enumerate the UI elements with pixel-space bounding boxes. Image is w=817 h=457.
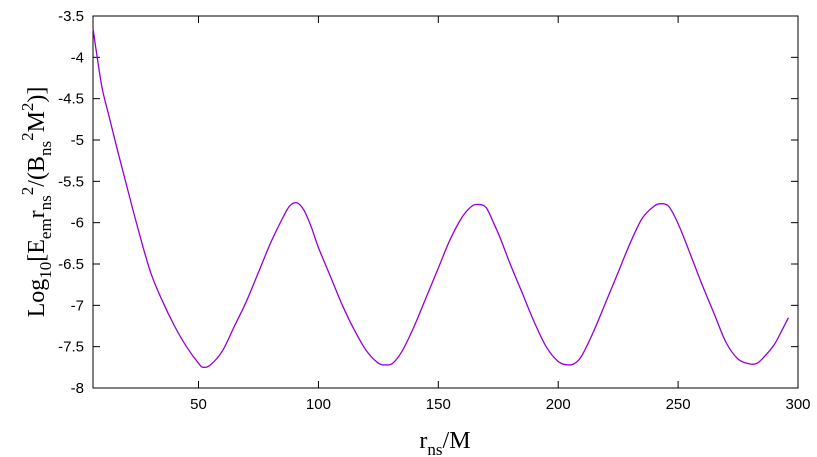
x-tick-label: 250 [666, 396, 691, 413]
plot-frame [92, 15, 799, 389]
tick-marks [93, 15, 799, 389]
series-line [92, 28, 789, 369]
y-tick-label: -6 [71, 215, 84, 232]
y-tick-label: -8 [71, 380, 84, 397]
tick-labels: 50 100 150 200 250 300 -8 -7.5 -7 -6.5 -6 -5.5 -5 -4.… [58, 8, 810, 413]
y-tick-label: -3.5 [58, 8, 84, 25]
y-axis-label: Log10[Eemrns2/(Bns2M2)] [18, 87, 55, 318]
x-tick-label: 100 [306, 396, 331, 413]
y-tick-label: -5.5 [58, 173, 84, 190]
x-axis-label: rns/M [419, 428, 470, 457]
x-tick-label: 150 [426, 396, 451, 413]
y-tick-label: -4.5 [58, 91, 84, 108]
y-tick-label: -6.5 [58, 256, 84, 273]
y-tick-label: -5 [71, 132, 84, 149]
x-tick-label: 300 [785, 396, 810, 413]
x-tick-label: 200 [546, 396, 571, 413]
y-tick-label: -7.5 [58, 339, 84, 356]
x-tick-label: 50 [190, 396, 207, 413]
y-tick-label: -7 [71, 297, 84, 314]
y-tick-label: -4 [71, 49, 84, 66]
